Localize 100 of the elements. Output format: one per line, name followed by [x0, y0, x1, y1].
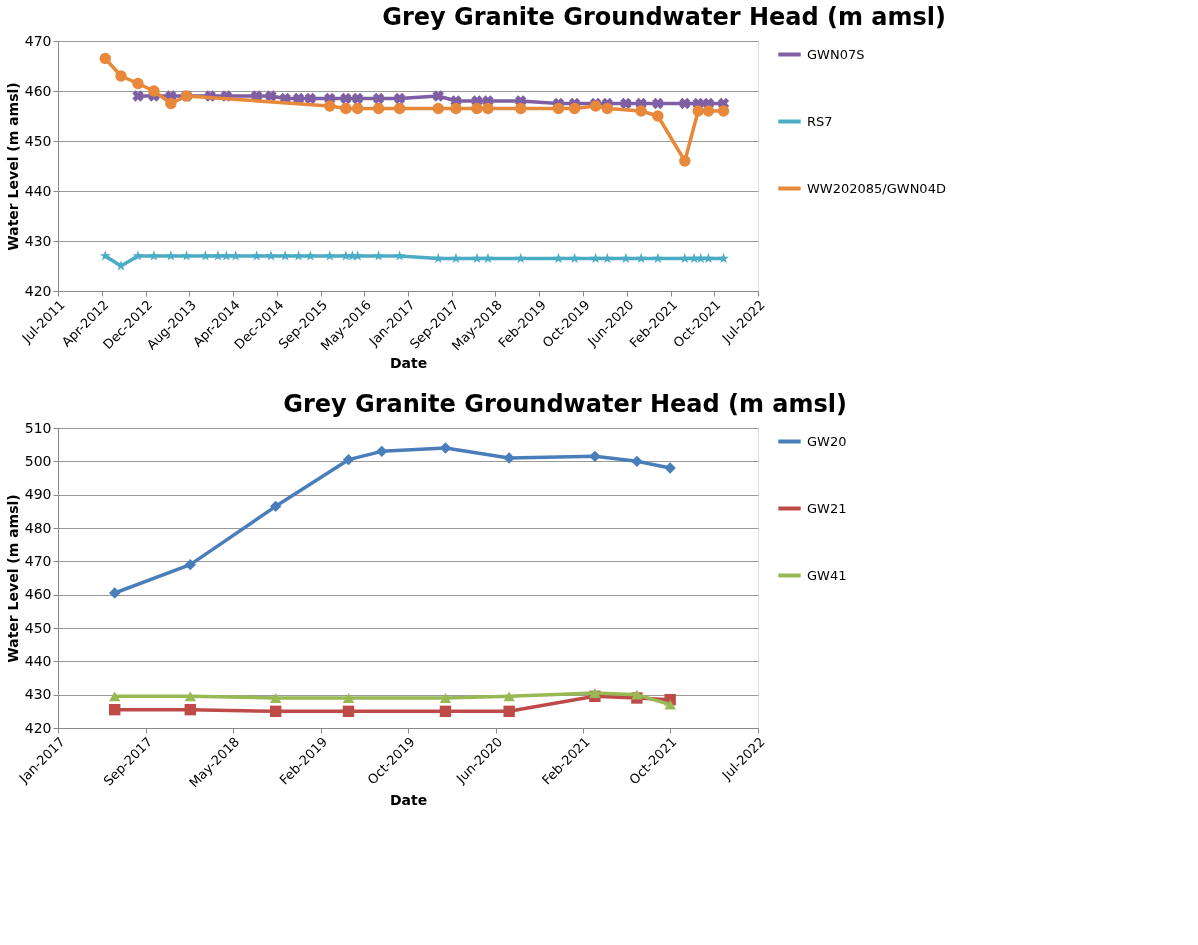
point	[181, 250, 193, 261]
point	[212, 250, 224, 261]
point	[372, 102, 385, 115]
y-tick-label: 510	[24, 419, 52, 436]
chart-title: Grey Granite Groundwater Head (m amsl)	[382, 3, 946, 31]
x-axis-title: Date	[389, 792, 428, 809]
y-tick-label: 460	[24, 82, 52, 99]
legend-label: GWN07S	[807, 46, 865, 62]
point	[340, 92, 352, 105]
point	[503, 691, 515, 702]
point	[340, 250, 352, 261]
point	[293, 250, 305, 261]
point	[679, 252, 691, 264]
y-tick-label: 430	[24, 686, 52, 703]
point	[115, 260, 127, 271]
point	[620, 252, 632, 264]
chart-title: Grey Granite Groundwater Head (m amsl)	[283, 390, 847, 418]
point	[631, 689, 643, 700]
point	[270, 693, 282, 703]
point	[372, 92, 385, 105]
point	[679, 97, 691, 110]
point	[664, 699, 676, 710]
point	[471, 252, 483, 264]
point	[439, 693, 452, 703]
y-tick-label: 480	[24, 519, 52, 536]
point	[304, 92, 316, 105]
point	[589, 450, 601, 463]
point	[340, 102, 352, 115]
point	[304, 250, 316, 261]
y-axis-title: Water Level (m amsl)	[4, 82, 21, 251]
point	[109, 587, 121, 599]
point	[432, 90, 444, 102]
point	[439, 705, 452, 718]
x-axis-title: Date	[389, 355, 428, 372]
point	[165, 97, 177, 110]
point	[109, 703, 121, 716]
y-tick-label: 470	[24, 552, 52, 569]
point	[601, 102, 614, 115]
point	[450, 252, 462, 264]
point	[99, 250, 111, 261]
point	[342, 453, 355, 466]
point	[503, 705, 515, 718]
point	[703, 252, 714, 264]
point	[324, 100, 336, 112]
legend-label: RS7	[807, 113, 833, 129]
point	[324, 250, 336, 261]
point	[184, 703, 196, 716]
point	[199, 250, 211, 261]
point	[184, 691, 196, 702]
point	[450, 102, 462, 115]
point	[148, 85, 160, 97]
point	[432, 252, 444, 264]
point	[342, 705, 355, 718]
point	[270, 500, 282, 513]
point	[132, 250, 144, 261]
point	[251, 250, 263, 261]
y-tick-label: 460	[24, 586, 52, 603]
point	[270, 705, 282, 718]
y-tick-label: 440	[24, 652, 52, 669]
point	[652, 97, 664, 110]
legend-label: GW20	[807, 433, 847, 449]
point	[515, 102, 527, 115]
y-tick-label: 490	[24, 486, 52, 503]
point	[351, 92, 364, 105]
point	[132, 77, 144, 90]
point	[184, 558, 196, 571]
point	[620, 97, 632, 110]
point	[393, 102, 406, 115]
point	[589, 688, 601, 698]
point	[552, 102, 565, 115]
point	[471, 102, 483, 115]
point	[631, 455, 643, 468]
point	[109, 691, 121, 702]
legend-label: WW202085/GWN04D	[807, 180, 946, 196]
point	[230, 250, 242, 261]
point	[482, 252, 494, 264]
point	[148, 250, 160, 261]
y-tick-label: 450	[24, 619, 52, 636]
point	[394, 250, 406, 261]
point	[664, 462, 676, 474]
y-tick-label: 500	[24, 452, 52, 469]
y-tick-label: 420	[24, 719, 52, 736]
point	[351, 102, 364, 115]
point	[515, 252, 527, 264]
point	[503, 452, 515, 464]
y-tick-label: 450	[24, 132, 52, 149]
point	[590, 252, 602, 264]
y-axis-title: Water Level (m amsl)	[4, 494, 21, 663]
point	[718, 252, 729, 264]
point	[115, 70, 127, 82]
point	[652, 110, 664, 122]
point	[393, 92, 406, 105]
point	[165, 250, 177, 261]
point	[279, 250, 291, 261]
point	[265, 250, 277, 261]
point	[569, 252, 581, 264]
point	[601, 252, 613, 264]
point	[652, 252, 664, 264]
legend-label: GW41	[807, 567, 847, 583]
point	[99, 52, 111, 65]
